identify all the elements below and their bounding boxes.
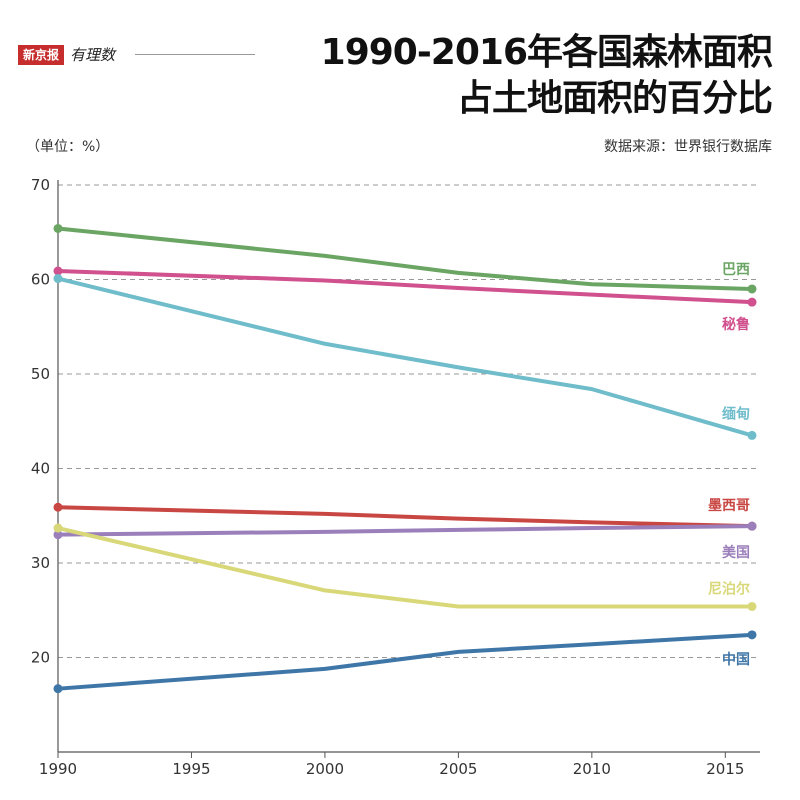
series-5 [53,521,757,540]
x-tick-label: 2000 [306,760,344,778]
data-point [747,601,757,611]
series-6 [53,523,757,611]
y-tick-label: 20 [31,649,50,667]
series-line [56,268,754,305]
series-label: 中国 [722,651,750,668]
series-label: 缅甸 [722,405,750,422]
y-tick-label: 40 [31,460,50,478]
series-label: 墨西哥 [708,498,750,514]
series-line [56,226,754,291]
series-2 [53,266,757,307]
series-line [56,632,754,691]
logo-divider [135,54,255,55]
data-point [53,223,63,233]
grid-lines [58,184,760,658]
data-point [53,502,63,512]
series-line [56,526,754,609]
series-3 [53,274,757,440]
source-label: 数据来源：世界银行数据库 [604,139,772,155]
y-tick-label: 60 [31,271,50,289]
y-tick-label: 70 [31,176,50,194]
x-tick-label: 2015 [706,760,744,778]
logo-brand: 新京报 [18,44,65,65]
data-point [53,523,63,533]
series-label: 秘鲁 [722,316,750,333]
logo: 新京报 有理数 [18,44,115,65]
data-point [747,430,757,440]
series-label: 巴西 [722,262,750,278]
y-tick-label: 30 [31,554,50,572]
series-label: 尼泊尔 [708,580,750,597]
data-point [747,521,757,531]
data-point [747,630,757,640]
tick-labels: 20 30 40 50 60 70 1990 1995 2000 2005 2010 2015 [31,176,744,778]
logo-sub: 有理数 [70,46,116,64]
data-point [747,297,757,307]
series-label: 美国 [722,544,750,561]
x-tick-label: 2010 [573,760,611,778]
data-point [53,684,63,694]
chart-title-line2: 占土地面积的百分比 [456,78,773,119]
chart-title-line1: 1990-2016年各国森林面积 [320,32,773,73]
series-1 [53,223,757,294]
series-7 [53,630,757,694]
series-group [53,223,757,694]
y-tick-label: 50 [31,365,50,383]
data-point [53,530,63,540]
x-tick-label: 1990 [39,760,77,778]
series-line [56,276,754,438]
data-point [53,274,63,284]
series-line [56,505,754,529]
data-point [747,284,757,294]
unit-label: （单位：%） [26,139,110,155]
chart-title: 1990-2016年各国森林面积 占土地面积的百分比 [320,30,773,122]
series-line [56,524,754,537]
data-point [53,266,63,276]
x-tick-label: 2005 [439,760,477,778]
x-tick-label: 1995 [172,760,210,778]
